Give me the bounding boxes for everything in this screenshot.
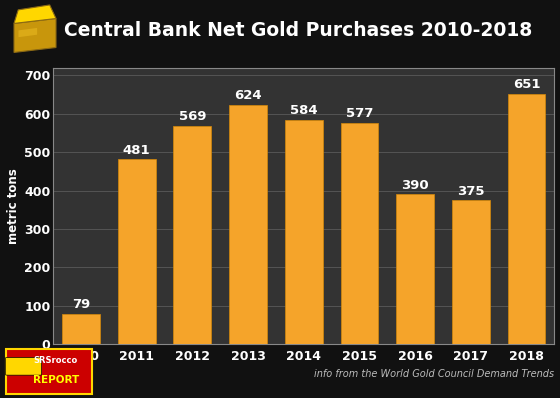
Text: 390: 390 <box>402 179 429 192</box>
Bar <box>229 105 267 344</box>
FancyBboxPatch shape <box>6 357 41 375</box>
Text: 651: 651 <box>513 78 540 92</box>
Text: 584: 584 <box>290 104 318 117</box>
Polygon shape <box>14 18 56 53</box>
Text: info from the World Gold Council Demand Trends: info from the World Gold Council Demand … <box>314 369 554 379</box>
Bar <box>452 200 490 344</box>
Bar <box>62 314 100 344</box>
Text: REPORT: REPORT <box>33 375 79 385</box>
Bar <box>396 195 434 344</box>
Text: 481: 481 <box>123 144 151 157</box>
Bar <box>118 160 156 344</box>
Text: 624: 624 <box>234 89 262 102</box>
Bar <box>340 123 379 344</box>
FancyBboxPatch shape <box>6 349 92 394</box>
Text: Central Bank Net Gold Purchases 2010-2018: Central Bank Net Gold Purchases 2010-201… <box>64 21 533 40</box>
Bar <box>285 120 323 344</box>
Y-axis label: metric tons: metric tons <box>7 168 20 244</box>
Text: 375: 375 <box>457 185 484 197</box>
Text: 79: 79 <box>72 298 90 311</box>
Text: 569: 569 <box>179 110 206 123</box>
Polygon shape <box>18 28 37 37</box>
Polygon shape <box>14 5 56 23</box>
Text: SRSrocco: SRSrocco <box>34 356 78 365</box>
Text: 577: 577 <box>346 107 373 120</box>
Bar <box>174 126 211 344</box>
Bar <box>507 94 545 344</box>
